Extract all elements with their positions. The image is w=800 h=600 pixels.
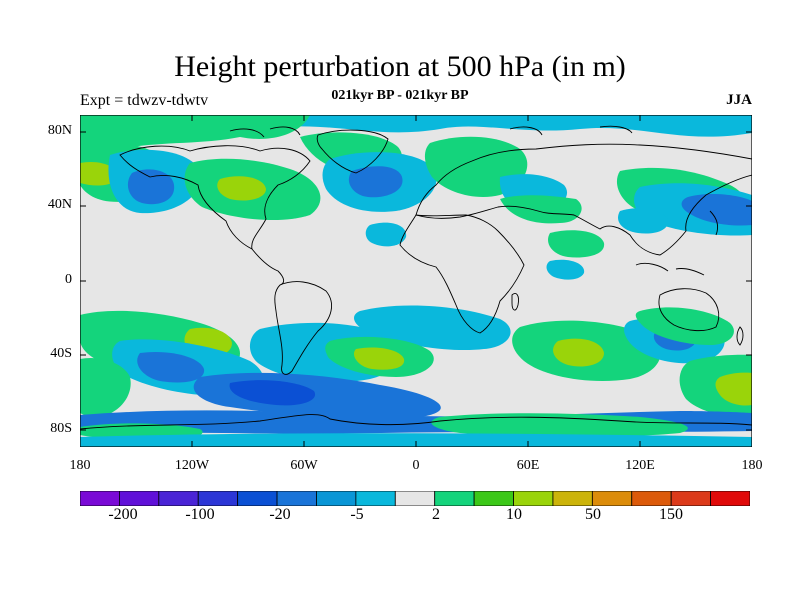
coastline-arctic-islands <box>229 125 633 138</box>
colorbar-label: 150 <box>659 506 683 523</box>
field-trop-cyan-india <box>546 259 585 280</box>
field-n-blue-atlantic <box>348 166 403 198</box>
contour-map <box>79 114 753 448</box>
colorbar-box <box>355 491 396 506</box>
coastline-japan <box>709 210 719 236</box>
colorbar-label: -20 <box>269 506 291 523</box>
tick-marks <box>80 115 752 447</box>
colorbar-label: 10 <box>506 506 522 523</box>
colorbar-box <box>316 491 357 506</box>
colorbar-box <box>473 491 514 506</box>
coastline-central-america <box>251 248 285 286</box>
map-panel <box>79 114 753 448</box>
colorbar-box <box>80 491 120 506</box>
field-s-green-aus <box>635 307 734 345</box>
coastline-north-america <box>119 145 311 250</box>
map-title: Height perturbation at 500 hPa (in m) <box>174 50 626 83</box>
lat-tick-label: 40N <box>47 197 72 212</box>
lon-tick-label: 60E <box>516 458 540 473</box>
field-n-green-siberia <box>500 195 582 224</box>
colorbar-box <box>158 491 199 506</box>
field-s-green-sw <box>80 357 131 418</box>
coastline-australia <box>658 288 720 332</box>
lat-tick-label: 40S <box>50 346 72 361</box>
colorbar-box <box>434 491 475 506</box>
colorbar-box <box>119 491 160 506</box>
colorbar-box <box>276 491 317 506</box>
experiment-label: Expt = tdwzv-tdwtv <box>80 92 209 109</box>
lon-tick-label: 120E <box>625 458 655 473</box>
field-n-yellow-namerica <box>217 176 266 201</box>
coastlines <box>80 125 752 430</box>
colorbar-box <box>513 491 554 506</box>
lat-tick-label: 80S <box>50 421 72 436</box>
lon-tick-label: 60W <box>290 458 318 473</box>
colorbar-box <box>710 491 750 506</box>
field-s-yellow-se <box>715 372 752 406</box>
field-s-darkblue-south <box>229 380 316 406</box>
field-n-green-nw <box>80 115 310 150</box>
lat-tick-label: 0 <box>65 272 72 287</box>
coastline-south-america <box>274 281 333 375</box>
coastline-antarctica <box>80 414 752 430</box>
coastline-indonesia <box>635 262 705 276</box>
colorbar-box <box>670 491 711 506</box>
season-label: JJA <box>726 92 752 108</box>
colorbar-label: -5 <box>350 506 364 523</box>
coastline-africa <box>399 214 525 334</box>
field-s-cyan-pole <box>80 433 752 447</box>
colorbar-box <box>394 491 436 506</box>
map-subtitle: 021kyr BP - 021kyr BP <box>331 88 469 103</box>
lat-tick-label: 80N <box>47 123 72 138</box>
coastline-new-zealand <box>736 326 744 346</box>
colorbar-box <box>237 491 278 506</box>
field-s-blue-pacific <box>137 351 205 383</box>
colorbar <box>80 491 750 506</box>
colorbar-box <box>197 491 239 506</box>
colorbar-label: 2 <box>432 506 440 523</box>
field-trop-green-africa <box>548 230 605 258</box>
colorbar-label: -200 <box>108 506 138 523</box>
coastline-europe-asia <box>415 143 752 256</box>
colorbar-label: -100 <box>185 506 215 523</box>
lon-tick-label: 120W <box>174 458 210 473</box>
colorbar-box <box>552 491 593 506</box>
field-s-yellow-indian <box>553 338 604 367</box>
coastline-madagascar <box>511 293 519 311</box>
colorbar-box <box>631 491 672 506</box>
field-s-green-antarctic <box>431 413 688 437</box>
field-s-yellow-atl <box>353 347 405 370</box>
colorbar-box <box>591 491 633 506</box>
lon-tick-label: 180 <box>741 458 763 473</box>
field-n-blue-pacific <box>127 169 175 205</box>
field-trop-cyan-atl <box>365 222 407 247</box>
field-n-cyan-east <box>618 208 669 234</box>
lon-tick-label: 0 <box>412 458 420 473</box>
colorbar-label: 50 <box>585 506 601 523</box>
coastline-greenland <box>316 129 389 174</box>
lon-tick-label: 180 <box>69 458 91 473</box>
